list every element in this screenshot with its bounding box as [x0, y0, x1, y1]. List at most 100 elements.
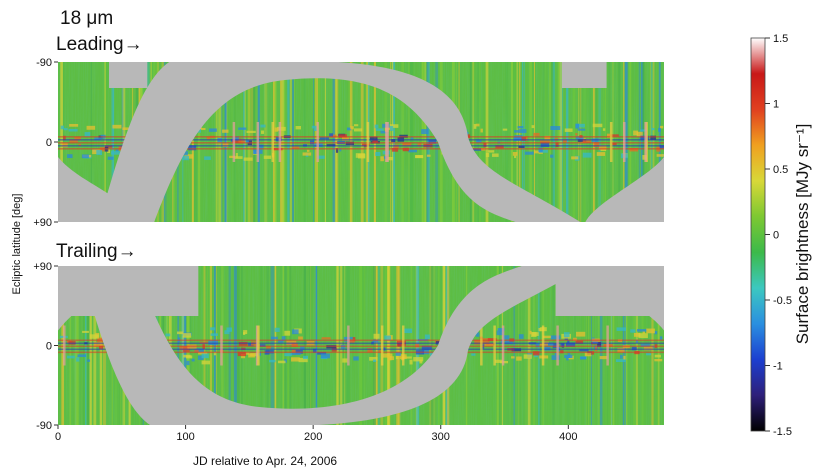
ecliptic-pixel [584, 352, 592, 357]
ecliptic-pixel [473, 124, 477, 129]
ecliptic-pixel [654, 354, 661, 358]
panel-label-trailing: Trailing→ [56, 241, 137, 262]
x-tick-label: 300 [432, 431, 450, 443]
ecliptic-pixel [575, 340, 584, 344]
spike [316, 122, 319, 162]
ecliptic-pixel [76, 357, 80, 362]
ecliptic-pixel [321, 337, 331, 340]
ecliptic-pixel [68, 128, 78, 132]
ecliptic-pixel [67, 154, 73, 159]
colorbar-gradient [750, 37, 766, 432]
ecliptic-pixel [540, 142, 550, 147]
ecliptic-pixel [538, 149, 548, 153]
ecliptic-pixel [281, 336, 286, 341]
ecliptic-pixel [575, 133, 578, 136]
ecliptic-pixel [260, 124, 266, 128]
ecliptic-pixel [582, 152, 592, 158]
ecliptic-pixel [182, 155, 189, 161]
spike [480, 325, 483, 366]
ecliptic-pixel [335, 148, 339, 153]
ecliptic-pixel [210, 327, 216, 331]
ecliptic-pixel [518, 129, 527, 133]
ecliptic-pixel [544, 342, 554, 346]
ecliptic-pixel [378, 349, 381, 353]
ecliptic-pixel [278, 339, 284, 343]
ecliptic-pixel [617, 347, 625, 353]
spike [255, 325, 259, 366]
ecliptic-pixel [391, 139, 396, 143]
ecliptic-pixel [642, 331, 645, 334]
ecliptic-pixel [424, 334, 430, 340]
masked-band [99, 62, 581, 222]
ecliptic-pixel [650, 135, 656, 140]
spike [271, 122, 274, 162]
ecliptic-pixel [329, 133, 334, 137]
ecliptic-pixel [495, 145, 504, 149]
ecliptic-pixel [179, 345, 190, 351]
ecliptic-pixel [571, 156, 579, 160]
ecliptic-pixel [481, 338, 491, 341]
ecliptic-pixel [395, 352, 401, 356]
ecliptic-line [58, 148, 664, 150]
ecliptic-pixel [535, 343, 539, 348]
ecliptic-pixel [387, 156, 394, 161]
colorbar: 1.5 1 0.5 0 -0.5 -1 -1.5 Surface brightness [M… [750, 33, 812, 438]
ecliptic-pixel [633, 332, 641, 337]
ecliptic-pixel [313, 348, 317, 353]
ecliptic-pixel [640, 344, 650, 347]
ecliptic-pixel [550, 126, 561, 130]
spike [366, 122, 370, 162]
ecliptic-pixel [555, 142, 559, 148]
ecliptic-pixel [426, 154, 431, 157]
heatmap-panel-leading [58, 62, 664, 222]
ecliptic-pixel [292, 329, 299, 335]
ecliptic-pixel [277, 360, 286, 364]
ecliptic-pixel [484, 343, 494, 346]
spike [63, 325, 66, 366]
ecliptic-pixel [518, 334, 524, 339]
ecliptic-pixel [504, 340, 513, 345]
ecliptic-pixel [566, 342, 576, 347]
spike [606, 325, 609, 366]
ecliptic-pixel [521, 136, 526, 141]
ecliptic-pixel [248, 353, 255, 358]
ecliptic-pixel [646, 353, 652, 356]
ecliptic-pixel [353, 356, 359, 361]
ecliptic-pixel [194, 348, 205, 353]
colorbar-tick-label: 1 [773, 99, 779, 111]
ecliptic-pixel [566, 357, 569, 361]
ecliptic-line [58, 145, 664, 147]
ecliptic-pixel [636, 329, 647, 332]
ecliptic-pixel [609, 134, 619, 137]
ecliptic-pixel [284, 330, 291, 336]
ecliptic-pixel [374, 124, 379, 129]
ecliptic-pixel [89, 334, 99, 339]
ecliptic-pixel [342, 358, 348, 363]
ecliptic-pixel [291, 357, 300, 362]
ecliptic-pixel [471, 353, 476, 356]
ecliptic-pixel [602, 128, 606, 131]
ecliptic-pixel [514, 130, 520, 133]
spike [609, 122, 613, 162]
ecliptic-pixel [514, 155, 517, 159]
ecliptic-pixel [410, 137, 414, 140]
ecliptic-line [58, 339, 664, 342]
ecliptic-line [58, 142, 664, 144]
colorbar-tick-label: -0.5 [773, 295, 792, 307]
ecliptic-pixel [567, 353, 571, 358]
ecliptic-pixel [419, 359, 423, 364]
spike [257, 325, 260, 366]
ecliptic-pixel [346, 127, 352, 131]
ecliptic-pixel [475, 332, 480, 337]
ecliptic-pixel [74, 136, 81, 141]
ecliptic-pixel [533, 150, 540, 154]
ecliptic-pixel [243, 332, 246, 335]
ecliptic-pixel [235, 153, 238, 158]
ecliptic-pixel [408, 149, 418, 153]
ecliptic-pixel [375, 152, 381, 157]
x-tick-label: 0 [55, 431, 61, 443]
ecliptic-line [58, 345, 664, 348]
ecliptic-pixel [518, 145, 525, 148]
colorbar-tick-label: -1.5 [773, 426, 792, 438]
